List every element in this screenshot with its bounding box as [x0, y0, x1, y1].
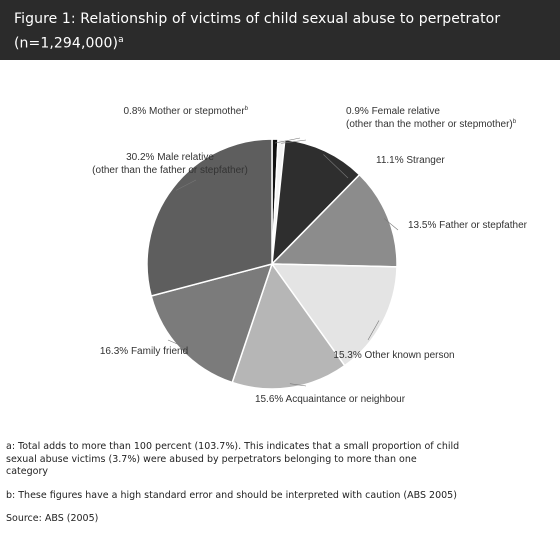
slice-label-acquaintance-or-neighbour: 15.6% Acquaintance or neighbour — [255, 394, 406, 405]
slice-label-other-known-person: 15.3% Other known person — [333, 350, 454, 361]
pie-slice-family-friend — [150, 262, 274, 384]
footnotes: a: Total adds to more than 100 percent (… — [6, 441, 560, 526]
footnote-a-line3: category — [6, 466, 48, 477]
leader-line-acquaintance-or-neighbour — [289, 383, 307, 387]
sample-size: (n=1,294,000) — [14, 35, 119, 52]
source-note: Source: ABS (2005) — [6, 513, 99, 524]
slice-label-stranger: 11.1% Stranger — [376, 155, 445, 166]
leader-line-family-friend — [167, 339, 184, 348]
slice-label-family-friend: 16.3% Family friend — [100, 346, 188, 357]
leader-line-female-relative — [281, 139, 307, 144]
pie-slice-father-or-stepfather — [270, 173, 398, 268]
slice-label-male-relative: 30.2% Male relative (other than the fathe… — [92, 152, 248, 176]
pie-chart: 0.8% Mother or stepmotherb 0.9% Female re… — [92, 106, 527, 405]
pie-slice-acquaintance-or-neighbour — [231, 262, 346, 390]
slice-label-female-relative: 0.9% Female relative (other than the moth… — [346, 106, 517, 130]
footnote-a-line1: a: Total adds to more than 100 percent (… — [6, 441, 460, 452]
leader-lines — [167, 137, 399, 387]
pie-slice-stranger — [271, 138, 361, 267]
leader-line-stranger — [323, 154, 349, 179]
figure-title: Figure 1: Relationship of victims of chi… — [14, 9, 550, 55]
pie-slice-male-relative — [146, 138, 273, 297]
figure-title-line2: (n=1,294,000)a — [14, 30, 550, 55]
title-footnote-marker: a — [118, 35, 124, 45]
slice-label-father-or-stepfather: 13.5% Father or stepfather — [408, 220, 528, 231]
footnote-b: b: These figures have a high standard er… — [6, 489, 457, 501]
pie-slices — [146, 138, 398, 390]
slice-label-mother-or-stepmother: 0.8% Mother or stepmotherb — [123, 106, 248, 117]
slice-labels: 0.8% Mother or stepmotherb 0.9% Female re… — [92, 106, 527, 405]
leader-line-other-known-person — [367, 320, 380, 341]
leader-line-father-or-stepfather — [383, 218, 399, 231]
figure-header: Figure 1: Relationship of victims of chi… — [0, 0, 560, 60]
footnote-a-line2: sexual abuse victims (3.7%) were abused … — [6, 453, 417, 465]
leader-line-mother-or-stepmother — [274, 137, 301, 144]
leader-line-male-relative — [175, 179, 197, 191]
figure-title-line1: Figure 1: Relationship of victims of chi… — [14, 11, 501, 27]
pie-slice-other-known-person — [270, 263, 398, 367]
